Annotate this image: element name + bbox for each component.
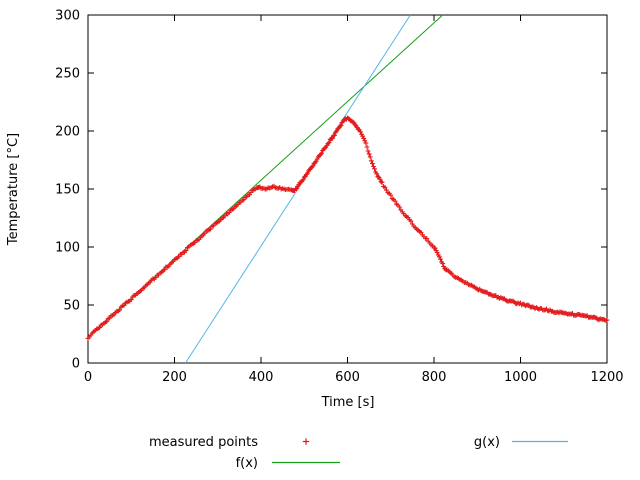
y-axis-title: Temperature [°C]: [6, 133, 21, 246]
y-tick-label: 0: [72, 357, 80, 372]
plot-border: [87, 14, 608, 364]
measured-points-series: [85, 115, 610, 341]
legend-label-measured-points: measured points: [149, 435, 258, 450]
legend-marker-measured: [302, 438, 310, 445]
y-tick-label: 250: [55, 67, 80, 82]
x-tick-label: 1000: [504, 370, 537, 385]
x-tick-label: 600: [335, 370, 360, 385]
y-tick-label: 50: [63, 299, 80, 314]
x-tick-label: 0: [84, 370, 92, 385]
x-tick-label: 1200: [590, 370, 623, 385]
legend-label-g: g(x): [474, 435, 500, 450]
x-tick-label: 200: [162, 370, 187, 385]
y-tick-label: 200: [55, 125, 80, 140]
y-tick-label: 300: [55, 9, 80, 24]
axis-ticks: [87, 14, 608, 364]
legend-label-f: f(x): [236, 456, 258, 471]
legend: measured points f(x) g(x): [149, 435, 568, 471]
y-tick-label: 100: [55, 241, 80, 256]
axis-tick-labels: 0 200 400 600 800 1000 1200 0 50 100 150 200 250 300: [55, 9, 623, 386]
series-layer: [85, 14, 610, 364]
x-tick-label: 800: [422, 370, 447, 385]
x-axis-title: Time [s]: [321, 395, 375, 410]
plot-frame: [87, 14, 608, 364]
x-tick-label: 400: [249, 370, 274, 385]
y-tick-label: 150: [55, 183, 80, 198]
